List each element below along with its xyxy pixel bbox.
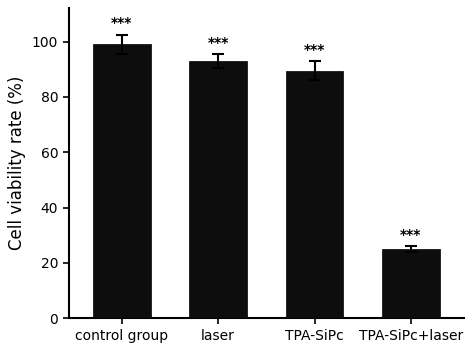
Bar	[382, 249, 440, 318]
Text: ***: ***	[304, 43, 325, 57]
Text: ***: ***	[208, 36, 229, 50]
Text: ***: ***	[111, 16, 133, 31]
Y-axis label: Cell viability rate (%): Cell viability rate (%)	[9, 76, 26, 251]
Bar	[189, 61, 247, 318]
Bar	[285, 71, 343, 318]
Text: ***: ***	[400, 228, 422, 242]
Bar	[93, 44, 151, 318]
